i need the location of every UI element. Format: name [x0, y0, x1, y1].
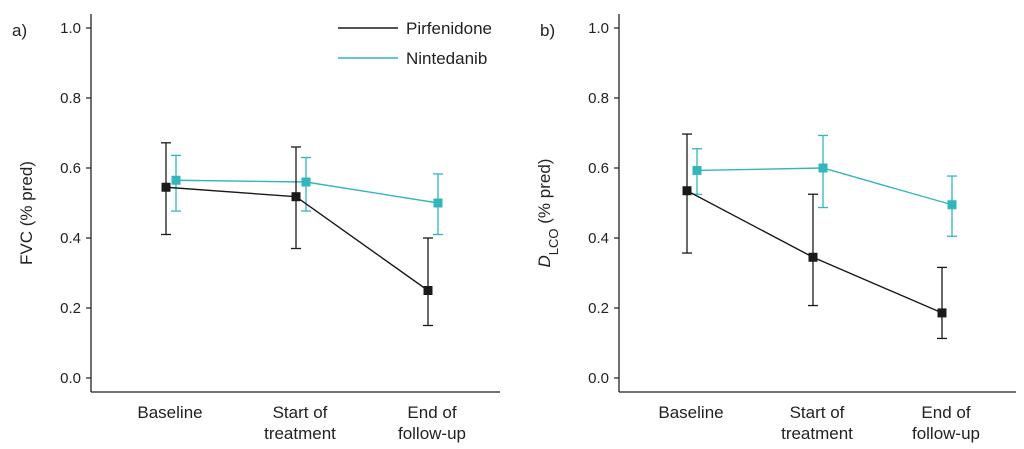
data-point-pirfenidone	[682, 186, 692, 196]
data-point-nintedanib	[818, 163, 828, 173]
x-category-label: Baseline	[137, 403, 202, 422]
data-point-pirfenidone	[161, 182, 171, 192]
panel-b: b) 0.0 0.2 0.4 0.6 0.8 1.0 DLCO (% pred) Baselin…	[535, 14, 1016, 443]
data-point-pirfenidone	[937, 308, 947, 318]
series-line-nintedanib	[696, 167, 953, 206]
x-category-label: Start of treatment	[264, 403, 336, 443]
y-tick-label: 0.6	[588, 160, 609, 177]
y-tick-label: 0.6	[60, 160, 81, 177]
y-tick-label: 0.4	[588, 230, 609, 247]
data-point-nintedanib	[947, 200, 957, 210]
data-point-nintedanib	[301, 177, 311, 187]
y-tick-label: 0.2	[60, 300, 81, 317]
legend-label-nintedanib: Nintedanib	[406, 49, 487, 68]
series-line-pirfenidone	[686, 190, 943, 314]
data-point-nintedanib	[171, 175, 181, 185]
data-point-nintedanib	[692, 165, 702, 175]
data-point-nintedanib	[433, 198, 443, 208]
series-line-pirfenidone	[165, 186, 429, 292]
y-tick-label: 0.2	[588, 300, 609, 317]
panel-label: b)	[540, 21, 555, 40]
y-tick-label: 0.4	[60, 230, 81, 247]
y-tick-label: 0.8	[588, 90, 609, 107]
x-category-label: End of follow-up	[912, 403, 980, 443]
y-axis-label: DLCO (% pred)	[535, 159, 561, 268]
legend: Pirfenidone Nintedanib	[338, 19, 492, 68]
y-tick-label: 0.0	[588, 370, 609, 387]
x-category-label: End of follow-up	[398, 403, 466, 443]
data-point-pirfenidone	[808, 252, 818, 262]
y-tick-label: 0.0	[60, 370, 81, 387]
y-tick-label: 0.8	[60, 90, 81, 107]
panel-a: a) 0.0 0.2 0.4 0.6 0.8 1.0 FVC (% pred) Baseline…	[12, 14, 500, 443]
x-category-label: Baseline	[658, 403, 723, 422]
y-axis-label: FVC (% pred)	[17, 161, 36, 265]
panel-label: a)	[12, 21, 27, 40]
data-point-pirfenidone	[291, 192, 301, 202]
y-tick-label: 1.0	[60, 20, 81, 37]
y-tick-label: 1.0	[588, 20, 609, 37]
x-category-label: Start of treatment	[781, 403, 853, 443]
data-point-pirfenidone	[423, 286, 433, 295]
legend-label-pirfenidone: Pirfenidone	[406, 19, 492, 38]
